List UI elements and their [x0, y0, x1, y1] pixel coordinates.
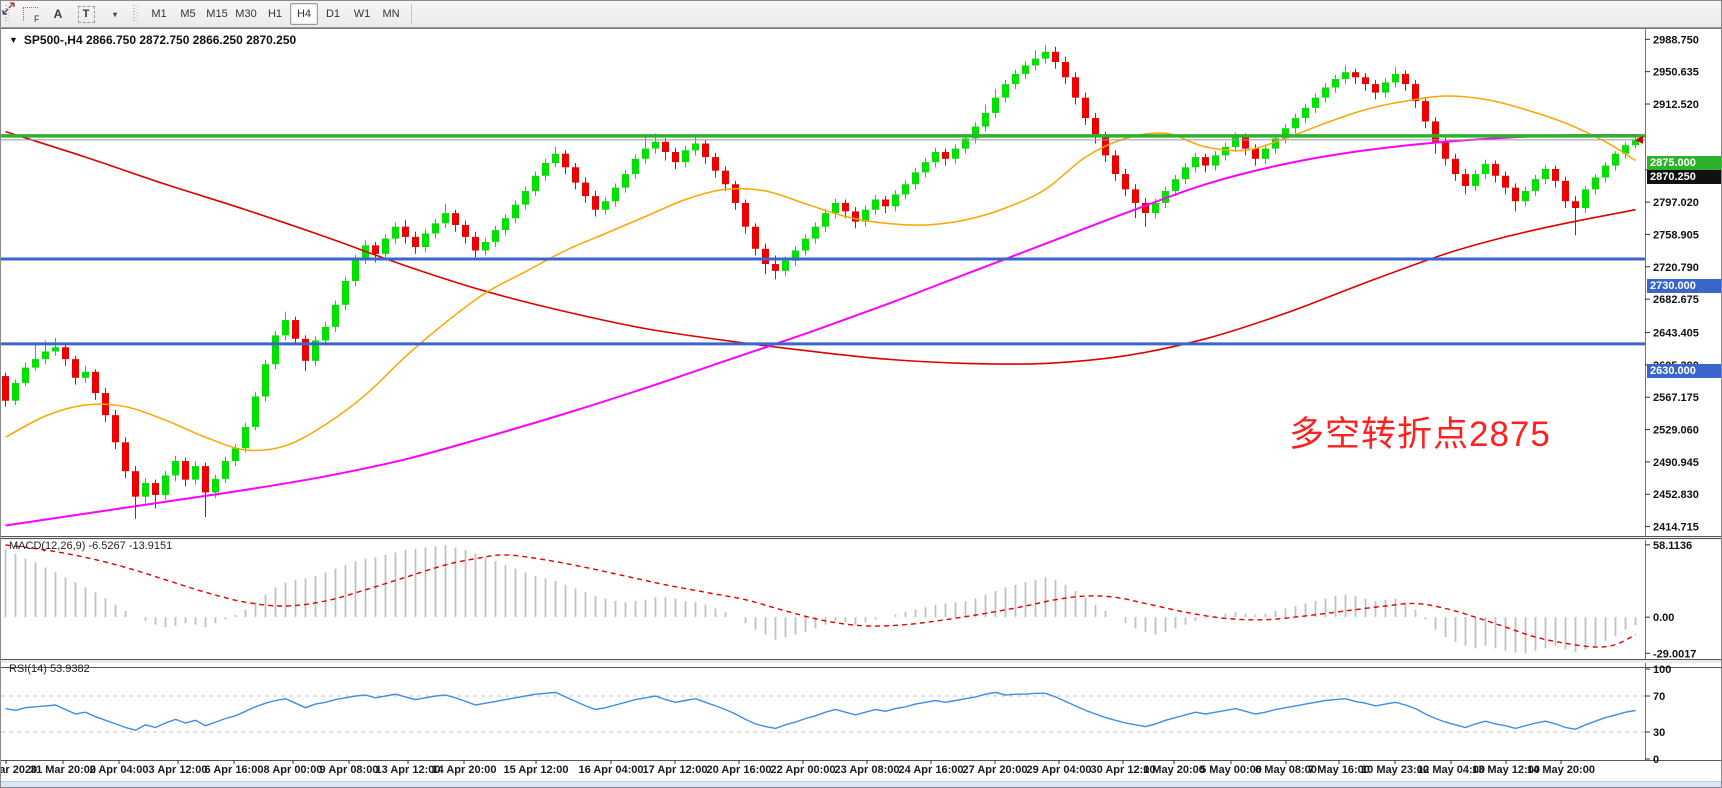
time-axis-label: 7 May 16:00 — [1308, 764, 1370, 776]
time-axis-label: 3 Apr 12:00 — [148, 764, 208, 776]
resistance-price-badge: 2875.000 — [1647, 155, 1721, 170]
rsi-tick-label: 0 — [1653, 754, 1659, 766]
chart-canvas: 2988.7502950.6352912.5202835.1352797.020… — [1, 28, 1722, 766]
toolbar: F A T ▾ M1 M5 M15 M30 H1 H4 D1 W1 MN — [1, 1, 1721, 28]
tf-button-MN[interactable]: MN — [382, 8, 400, 20]
rsi-line — [5, 691, 1636, 731]
letter-a-icon: A — [53, 7, 63, 21]
time-axis-label: 1 May 20:00 — [1143, 764, 1205, 776]
tf-button-W1[interactable]: W1 — [353, 8, 371, 20]
price-tick-label: 2682.675 — [1653, 294, 1699, 306]
status-strip — [1, 781, 1721, 787]
price-tick-label: 2643.405 — [1653, 327, 1699, 339]
rsi-indicator-label: RSI(14) 53.9382 — [9, 663, 90, 675]
price-tick-label: 2950.635 — [1653, 67, 1699, 79]
tf-button-H1[interactable]: H1 — [267, 8, 283, 20]
time-axis-label: 24 Apr 16:00 — [898, 764, 964, 776]
ma-slow-line[interactable] — [5, 130, 1636, 365]
letter-t-icon: T — [77, 5, 95, 23]
text-box-button[interactable]: T — [73, 3, 99, 26]
price-tick-label: 2414.715 — [1653, 522, 1699, 534]
price-tick-label: 2988.750 — [1653, 34, 1699, 46]
chart-grid-button[interactable]: F — [17, 3, 43, 26]
rsi-tick-label: 30 — [1653, 727, 1665, 739]
pane-separator-rsi[interactable] — [1, 659, 1722, 663]
price-tick-label: 2529.060 — [1653, 425, 1699, 437]
chart-title: ▼ SP500-,H4 2866.750 2872.750 2866.250 2… — [9, 33, 296, 47]
time-axis-label: 12 May 04:00 — [1417, 764, 1485, 776]
candlestick-series — [2, 45, 1639, 519]
price-tick-label: 2490.945 — [1653, 457, 1699, 469]
timeframe-bar: M1 M5 M15 M30 H1 H4 D1 W1 MN — [145, 3, 405, 25]
ma-fast-line[interactable] — [5, 95, 1636, 452]
time-axis-label: 23 Apr 08:00 — [834, 764, 900, 776]
price-tick-label: 2720.790 — [1653, 262, 1699, 274]
chevron-down-icon: ▾ — [112, 9, 117, 19]
price-tick-label: 2758.905 — [1653, 229, 1699, 241]
price-tick-label: 2912.520 — [1653, 99, 1699, 111]
macd-pane: 58.1136 0.00 -29.0017 — [4, 540, 1696, 660]
time-axis-label: 14 May 20:00 — [1527, 764, 1595, 776]
time-axis-label: 2 Apr 04:00 — [89, 764, 149, 776]
toolbar-separator — [411, 4, 412, 24]
tf-button-M30[interactable]: M30 — [235, 8, 257, 20]
current-price-badge: 2870.250 — [1647, 169, 1721, 184]
time-axis-label: 6 Apr 16:00 — [204, 764, 264, 776]
tf-button-M1[interactable]: M1 — [151, 8, 167, 20]
symbol-dropdown-icon[interactable]: ▼ — [9, 35, 18, 45]
arrows-tool-button[interactable]: ▾ — [2, 2, 127, 26]
toolbar-grip[interactable] — [5, 5, 11, 23]
time-axis-label: 13 Apr 12:00 — [375, 764, 441, 776]
price-tick-label: 2567.175 — [1653, 392, 1699, 404]
grid-icon: F — [22, 7, 40, 24]
time-axis-label: 30 Mar 2020 — [0, 764, 38, 776]
time-axis-label: 14 Apr 20:00 — [431, 764, 497, 776]
ma-mid-line[interactable] — [5, 133, 1636, 527]
support-price-badge-2630: 2630.000 — [1647, 363, 1721, 378]
chart-title-text: SP500-,H4 2866.750 2872.750 2866.250 287… — [23, 33, 297, 47]
tf-button-M5[interactable]: M5 — [180, 8, 196, 20]
arrows-icon — [2, 2, 15, 15]
rsi-tick-label: 100 — [1653, 664, 1671, 676]
chart-annotation-text[interactable]: 多空转折点2875 — [1289, 415, 1551, 454]
time-axis-label: 17 Apr 12:00 — [642, 764, 708, 776]
time-axis-label: 15 Apr 12:00 — [503, 764, 569, 776]
time-axis-label: 6 May 08:00 — [1255, 764, 1317, 776]
time-axis-label: 20 Apr 16:00 — [706, 764, 772, 776]
time-axis-label: 9 Apr 08:00 — [319, 764, 379, 776]
toolbar-grip-2[interactable] — [133, 5, 139, 23]
price-tick-label: 2452.830 — [1653, 489, 1699, 501]
time-axis-label: 31 Mar 20:00 — [29, 764, 97, 776]
macd-signal-line — [5, 544, 1636, 648]
tf-button-M15[interactable]: M15 — [206, 8, 228, 20]
macd-tick-label: -29.0017 — [1653, 648, 1696, 660]
rsi-pane: 100 70 30 0 — [1, 664, 1671, 766]
text-label-button[interactable]: A — [45, 3, 71, 26]
time-axis-label: 29 Apr 04:00 — [1026, 764, 1092, 776]
macd-tick-label: 58.1136 — [1653, 540, 1692, 552]
time-axis-label: 5 May 00:00 — [1200, 764, 1262, 776]
macd-indicator-label: MACD(12,26,9) -6.5267 -13.9151 — [9, 540, 173, 552]
time-axis-label: 16 Apr 04:00 — [578, 764, 644, 776]
time-axis-label: 13 May 12:00 — [1472, 764, 1540, 776]
time-axis-label: 8 Apr 00:00 — [263, 764, 323, 776]
macd-tick-label: 0.00 — [1653, 612, 1674, 624]
time-axis-label: 22 Apr 00:00 — [770, 764, 836, 776]
rsi-tick-label: 70 — [1653, 691, 1665, 703]
tf-button-H4[interactable]: H4 — [290, 3, 318, 25]
time-axis-label: 27 Apr 20:00 — [962, 764, 1028, 776]
price-tick-label: 2797.020 — [1653, 197, 1699, 209]
time-axis-label: 10 May 23:00 — [1361, 764, 1429, 776]
support-price-badge-2730: 2730.000 — [1647, 278, 1721, 293]
tf-button-D1[interactable]: D1 — [325, 8, 341, 20]
current-price-arrow — [1635, 135, 1643, 144]
chart-area[interactable]: 2988.7502950.6352912.5202835.1352797.020… — [0, 28, 1722, 787]
time-axis-label: 30 Apr 12:00 — [1090, 764, 1156, 776]
